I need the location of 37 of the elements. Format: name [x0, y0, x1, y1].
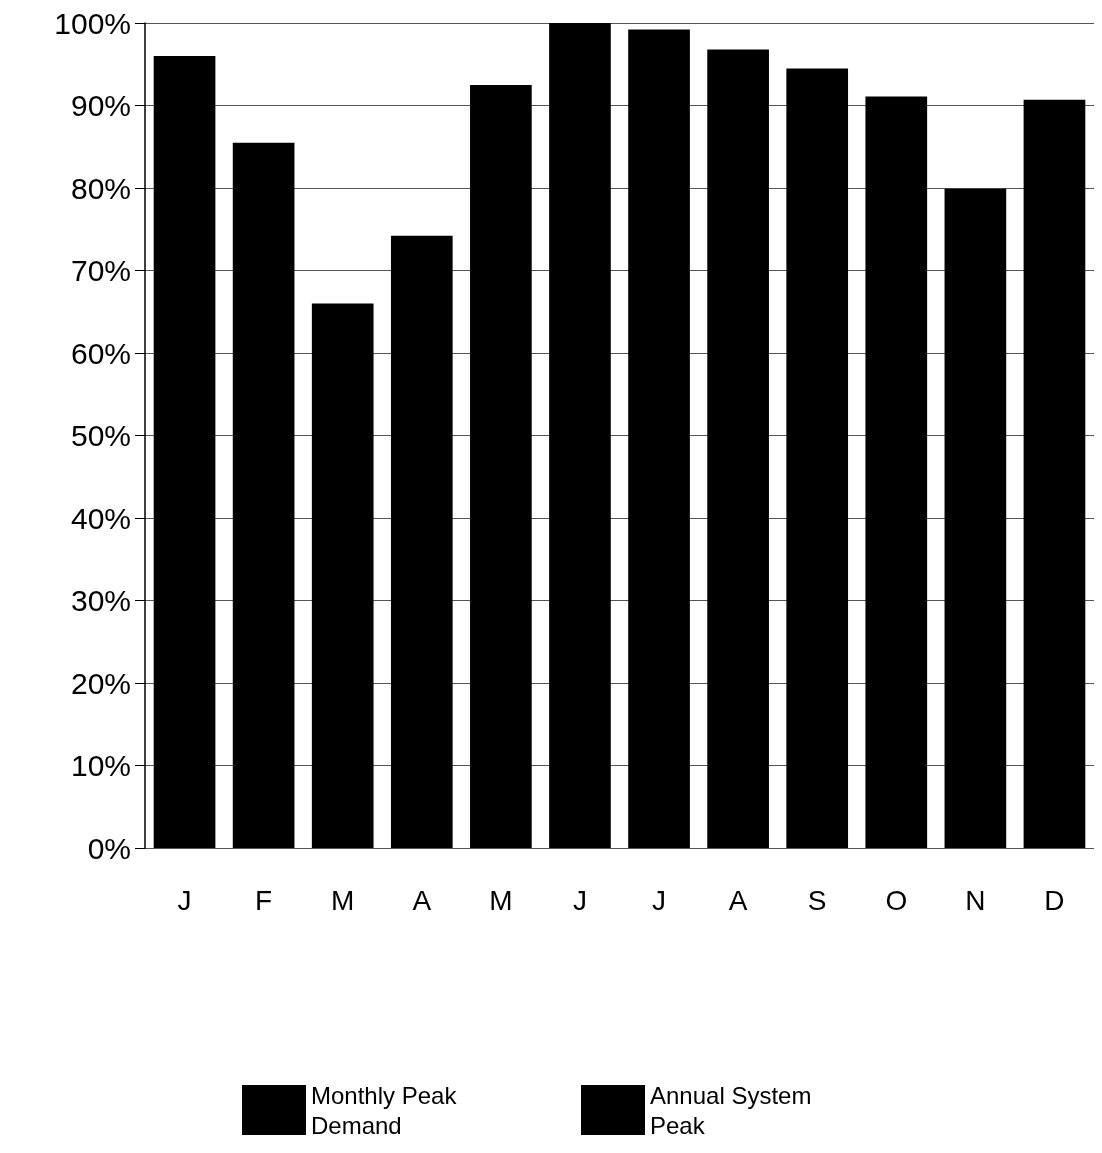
bar [707, 49, 769, 848]
x-tick-label: S [807, 884, 827, 916]
y-tick-label: 100% [54, 6, 131, 40]
x-tick-label: J [177, 884, 192, 916]
y-tick-label: 60% [70, 336, 131, 370]
bar [786, 68, 849, 848]
x-tick-label: N [965, 884, 986, 916]
bar [628, 29, 690, 848]
y-tick-label: 40% [70, 501, 131, 535]
x-tick-label: F [255, 884, 273, 916]
y-tick-label: 70% [70, 254, 131, 287]
legend-label: Annual System Peak [650, 1081, 819, 1139]
y-tick-label: 80% [70, 171, 131, 205]
x-tick-label: M [489, 884, 513, 916]
x-tick-label: M [331, 884, 355, 916]
x-tick-label: D [1044, 884, 1065, 916]
y-tick-label: 20% [70, 666, 131, 700]
bar [390, 235, 453, 848]
bar [153, 56, 216, 848]
x-tick-label: O [885, 884, 908, 916]
y-tick-label: 0% [87, 831, 131, 865]
x-tick-label: A [412, 884, 432, 916]
legend-label: Monthly Peak Demand [311, 1081, 464, 1139]
bar [865, 96, 928, 848]
y-tick-label: 90% [70, 89, 131, 122]
bar [470, 84, 532, 848]
bar [311, 303, 374, 848]
x-tick-label: J [652, 884, 667, 916]
y-tick-label: 10% [70, 749, 131, 782]
bar [549, 23, 611, 848]
x-tick-label: A [728, 884, 748, 916]
y-tick-label: 30% [70, 584, 131, 617]
bar [1023, 99, 1086, 848]
bar [944, 188, 1007, 848]
x-tick-label: J [572, 884, 587, 916]
y-tick-label: 50% [70, 419, 131, 452]
bar [232, 142, 295, 848]
